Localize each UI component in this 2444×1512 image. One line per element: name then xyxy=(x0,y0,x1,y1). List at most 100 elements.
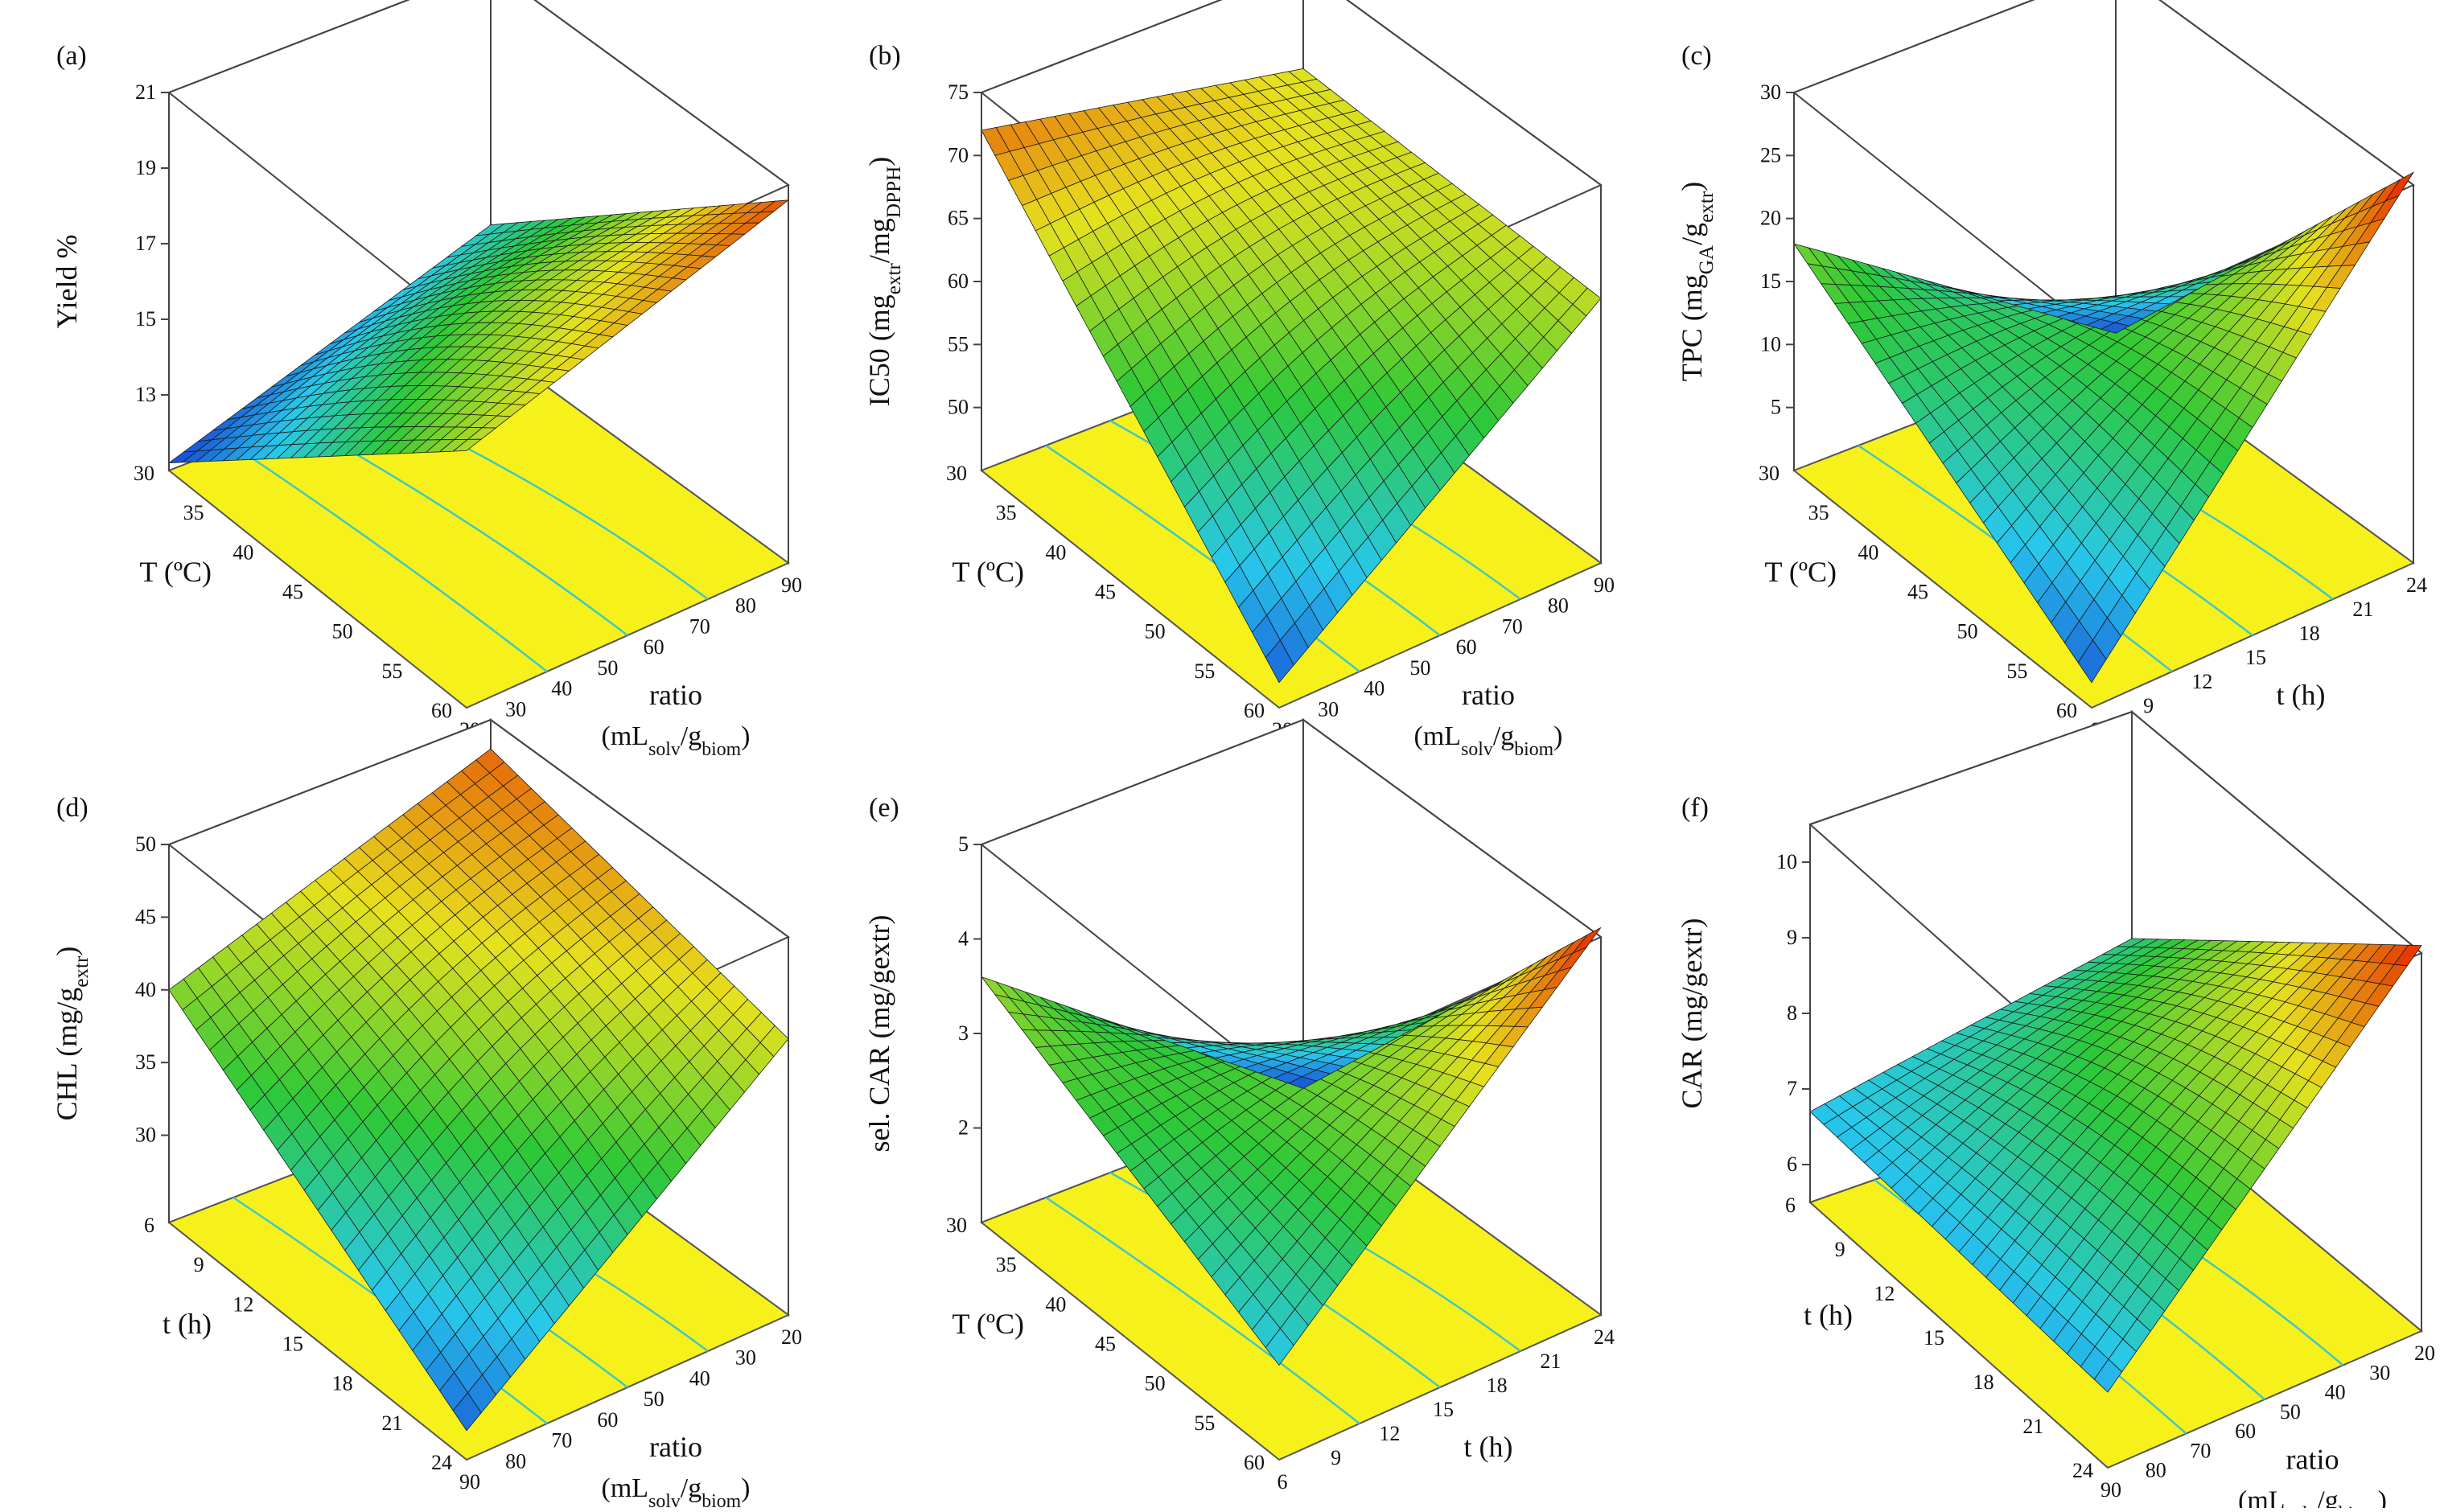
y-tick-label: 45 xyxy=(1095,1333,1116,1356)
z-tick-label: 35 xyxy=(135,1050,156,1074)
x-tick-label: 21 xyxy=(1540,1350,1561,1373)
y-tick-label: 55 xyxy=(1194,659,1215,683)
x-tick-label: 24 xyxy=(1594,1325,1615,1349)
panel-label: (b) xyxy=(869,41,901,71)
x-tick-label: 90 xyxy=(781,573,802,597)
z-tick-label: 10 xyxy=(1776,850,1797,873)
z-axis-label: CAR (mg/gextr) xyxy=(1676,918,1708,1109)
y-tick-label: 18 xyxy=(332,1372,353,1395)
y-tick-label: 40 xyxy=(1045,1292,1066,1316)
x-axis-label: ratio xyxy=(1462,679,1515,711)
z-tick-label: 3 xyxy=(958,1021,969,1045)
surface-mesh xyxy=(168,748,789,1432)
z-tick-label: 7 xyxy=(1787,1077,1797,1100)
z-tick-label: 65 xyxy=(948,207,969,230)
z-axis-label: sel. CAR (mg/gextr) xyxy=(863,915,895,1152)
y-tick-label: 50 xyxy=(332,620,353,643)
y-axis-label: t (h) xyxy=(1804,1299,1853,1331)
panel-label: (c) xyxy=(1681,41,1712,71)
x-tick-label: 60 xyxy=(2235,1420,2256,1443)
y-tick-label: 55 xyxy=(2006,659,2027,683)
z-tick-label: 4 xyxy=(958,927,969,951)
x-tick-label: 15 xyxy=(2245,646,2266,669)
x-tick-label: 90 xyxy=(1594,573,1615,597)
x-tick-label: 60 xyxy=(644,635,664,659)
x-tick-label: 90 xyxy=(2100,1478,2121,1502)
z-tick-label: 6 xyxy=(1787,1152,1797,1176)
surface-cell xyxy=(167,450,199,464)
x-tick-label: 50 xyxy=(1409,656,1430,680)
panel-label: (e) xyxy=(869,793,899,823)
y-tick-label: 24 xyxy=(2072,1459,2093,1482)
panel-b: 5055606570753035404550556020304050607080… xyxy=(863,0,1615,760)
panel-a: 1315171921303540455055602030405060708090… xyxy=(51,0,802,760)
y-tick-label: 50 xyxy=(1957,620,1978,643)
x-tick-label: 12 xyxy=(2191,670,2212,693)
x-tick-label: 9 xyxy=(1331,1446,1341,1469)
x-tick-label: 40 xyxy=(689,1366,710,1390)
x-tick-label: 70 xyxy=(2190,1439,2211,1462)
y-tick-label: 55 xyxy=(381,659,402,683)
y-axis-label: t (h) xyxy=(163,1308,212,1340)
y-tick-label: 45 xyxy=(1907,581,1928,604)
x-axis-label: t (h) xyxy=(1464,1431,1513,1463)
y-tick-label: 30 xyxy=(946,462,967,485)
z-tick-label: 5 xyxy=(958,832,969,856)
z-tick-label: 8 xyxy=(1787,1001,1797,1025)
x-axis-unit: (mLsolv/gbiom) xyxy=(2238,1486,2387,1509)
surface-cell xyxy=(1809,1103,1839,1125)
z-tick-label: 75 xyxy=(948,80,969,104)
y-tick-label: 45 xyxy=(282,581,303,604)
surface-cell xyxy=(168,978,198,1011)
x-tick-label: 50 xyxy=(644,1387,664,1411)
z-tick-label: 40 xyxy=(135,978,156,1001)
x-tick-label: 50 xyxy=(597,656,618,680)
y-tick-label: 45 xyxy=(1095,581,1116,604)
panel-f: 6 7 8 9 10 6 9 12 15 18 21 24 90 80 70 60 50 40 30 20 (f) CAR… xyxy=(1676,709,2435,1512)
surface-cell xyxy=(980,976,1011,999)
y-tick-label: 6 xyxy=(1785,1194,1796,1217)
z-tick-label: 55 xyxy=(948,332,969,355)
surface-mesh xyxy=(981,68,1602,684)
y-tick-label: 35 xyxy=(183,501,204,524)
floor-contour-1 xyxy=(232,444,548,672)
x-tick-label: 12 xyxy=(1379,1422,1400,1445)
surface-cell xyxy=(1793,243,1823,267)
z-tick-label: 17 xyxy=(135,232,156,255)
y-tick-label: 40 xyxy=(1045,540,1066,564)
x-tick-label: 40 xyxy=(551,677,572,701)
x-tick-label: 30 xyxy=(2369,1361,2390,1384)
surface-mesh xyxy=(980,927,1602,1366)
y-tick-label: 21 xyxy=(381,1411,402,1435)
x-axis-unit: (mLsolv/gbiom) xyxy=(602,721,751,760)
z-tick-label: 45 xyxy=(135,905,156,928)
y-tick-label: 40 xyxy=(1858,540,1878,564)
y-tick-label: 30 xyxy=(1759,462,1780,485)
x-tick-label: 20 xyxy=(2414,1341,2435,1365)
y-tick-label: 40 xyxy=(232,540,253,564)
x-tick-label: 60 xyxy=(1456,635,1477,659)
y-axis-label: T (ºC) xyxy=(140,556,212,588)
x-tick-label: 70 xyxy=(1502,614,1523,638)
x-axis-label: ratio xyxy=(2286,1444,2339,1476)
z-tick-label: 60 xyxy=(948,269,969,293)
y-tick-label: 15 xyxy=(1924,1326,1944,1350)
z-tick-label: 50 xyxy=(135,832,156,856)
surface-mesh xyxy=(167,199,790,464)
z-tick-label: 21 xyxy=(135,80,156,104)
y-tick-label: 60 xyxy=(1244,1451,1265,1474)
x-tick-label: 18 xyxy=(1487,1374,1508,1397)
x-tick-label: 60 xyxy=(597,1408,618,1432)
z-tick-label: 2 xyxy=(958,1116,969,1140)
z-tick-label: 10 xyxy=(1760,332,1781,355)
z-tick-label: 19 xyxy=(135,156,156,179)
y-tick-label: 15 xyxy=(282,1333,303,1356)
x-tick-label: 70 xyxy=(689,614,710,638)
y-tick-label: 55 xyxy=(1194,1411,1215,1435)
x-axis-unit: (mLsolv/gbiom) xyxy=(602,1473,751,1508)
x-tick-label: 80 xyxy=(505,1449,526,1473)
y-tick-label: 9 xyxy=(194,1253,204,1276)
y-tick-label: 6 xyxy=(144,1214,154,1237)
y-tick-label: 35 xyxy=(1808,501,1829,524)
z-tick-label: 5 xyxy=(1771,396,1781,419)
